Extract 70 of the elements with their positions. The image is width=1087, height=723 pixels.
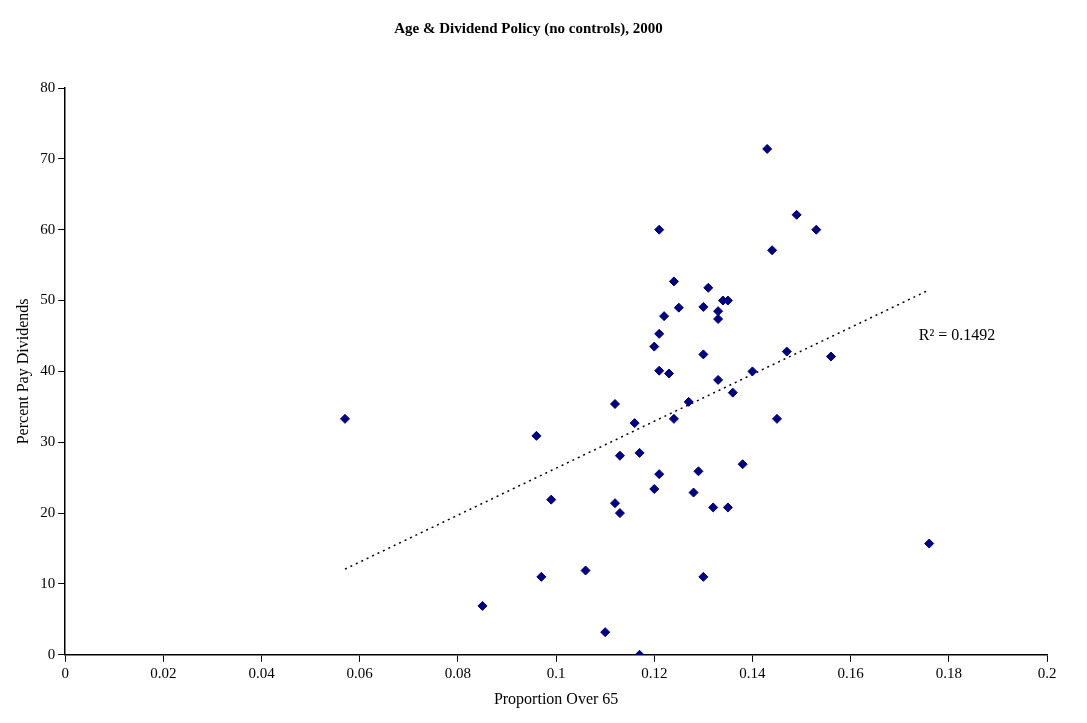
point <box>659 311 670 322</box>
point <box>668 413 679 424</box>
point <box>698 571 709 582</box>
y-tick-label: 80 <box>40 78 56 95</box>
point <box>673 302 684 313</box>
y-tick-label: 10 <box>40 574 56 591</box>
point <box>600 627 611 638</box>
point <box>698 349 709 360</box>
y-tick-label: 20 <box>40 504 56 521</box>
point <box>737 459 748 470</box>
point <box>713 306 724 317</box>
y-tick-label: 0 <box>47 645 56 662</box>
x-tick-label: 0.18 <box>935 664 962 681</box>
point <box>536 571 547 582</box>
point <box>634 447 645 458</box>
point <box>614 508 625 519</box>
x-tick-label: 0.2 <box>1037 664 1057 681</box>
point <box>688 487 699 498</box>
annotation: R² = 0.1492 <box>918 326 996 344</box>
y-tick-label: 50 <box>40 291 56 308</box>
y-tick-label: 70 <box>40 149 56 166</box>
point <box>722 502 733 513</box>
point <box>811 224 822 235</box>
x-tick-label: 0.12 <box>641 664 668 681</box>
point <box>477 600 488 611</box>
point <box>698 301 709 312</box>
x-tick-label: 0.1 <box>546 664 566 681</box>
point <box>664 368 675 379</box>
point <box>683 396 694 407</box>
point <box>772 413 783 424</box>
chart-title: Age & Dividend Policy (no controls), 2000 <box>394 19 663 37</box>
point <box>654 224 665 235</box>
point <box>708 502 719 513</box>
y-tick-label: 40 <box>40 362 56 379</box>
y-tick-label: 60 <box>40 220 56 237</box>
point <box>713 374 724 385</box>
point <box>924 538 935 549</box>
point <box>654 469 665 480</box>
point <box>546 494 557 505</box>
point <box>668 276 679 287</box>
point <box>531 430 542 441</box>
y-axis-title: Percent Pay Dividends <box>13 298 32 445</box>
x-tick-label: 0.16 <box>837 664 865 681</box>
point <box>610 498 621 509</box>
point <box>767 245 778 256</box>
point <box>610 398 621 409</box>
x-tick-label: 0.08 <box>444 664 472 681</box>
x-tick-label: 0.04 <box>248 664 276 681</box>
point <box>654 365 665 376</box>
x-tick-label: 0.02 <box>150 664 177 681</box>
point <box>614 450 625 461</box>
x-axis-title: Proportion Over 65 <box>493 689 619 708</box>
point <box>649 484 660 495</box>
y-tick-label: 30 <box>40 433 56 450</box>
point <box>762 143 773 154</box>
point <box>826 351 836 362</box>
point <box>654 328 665 339</box>
x-tick-label: 0.06 <box>346 664 374 681</box>
point <box>703 282 714 293</box>
point <box>340 413 351 424</box>
point <box>693 466 704 477</box>
point <box>781 346 792 357</box>
point <box>791 209 802 220</box>
x-tick-label: 0.14 <box>739 664 767 681</box>
point <box>727 387 738 398</box>
point <box>580 565 591 576</box>
x-tick-label: 0 <box>61 664 69 681</box>
point <box>649 341 660 352</box>
point <box>629 418 640 429</box>
point <box>747 366 758 377</box>
